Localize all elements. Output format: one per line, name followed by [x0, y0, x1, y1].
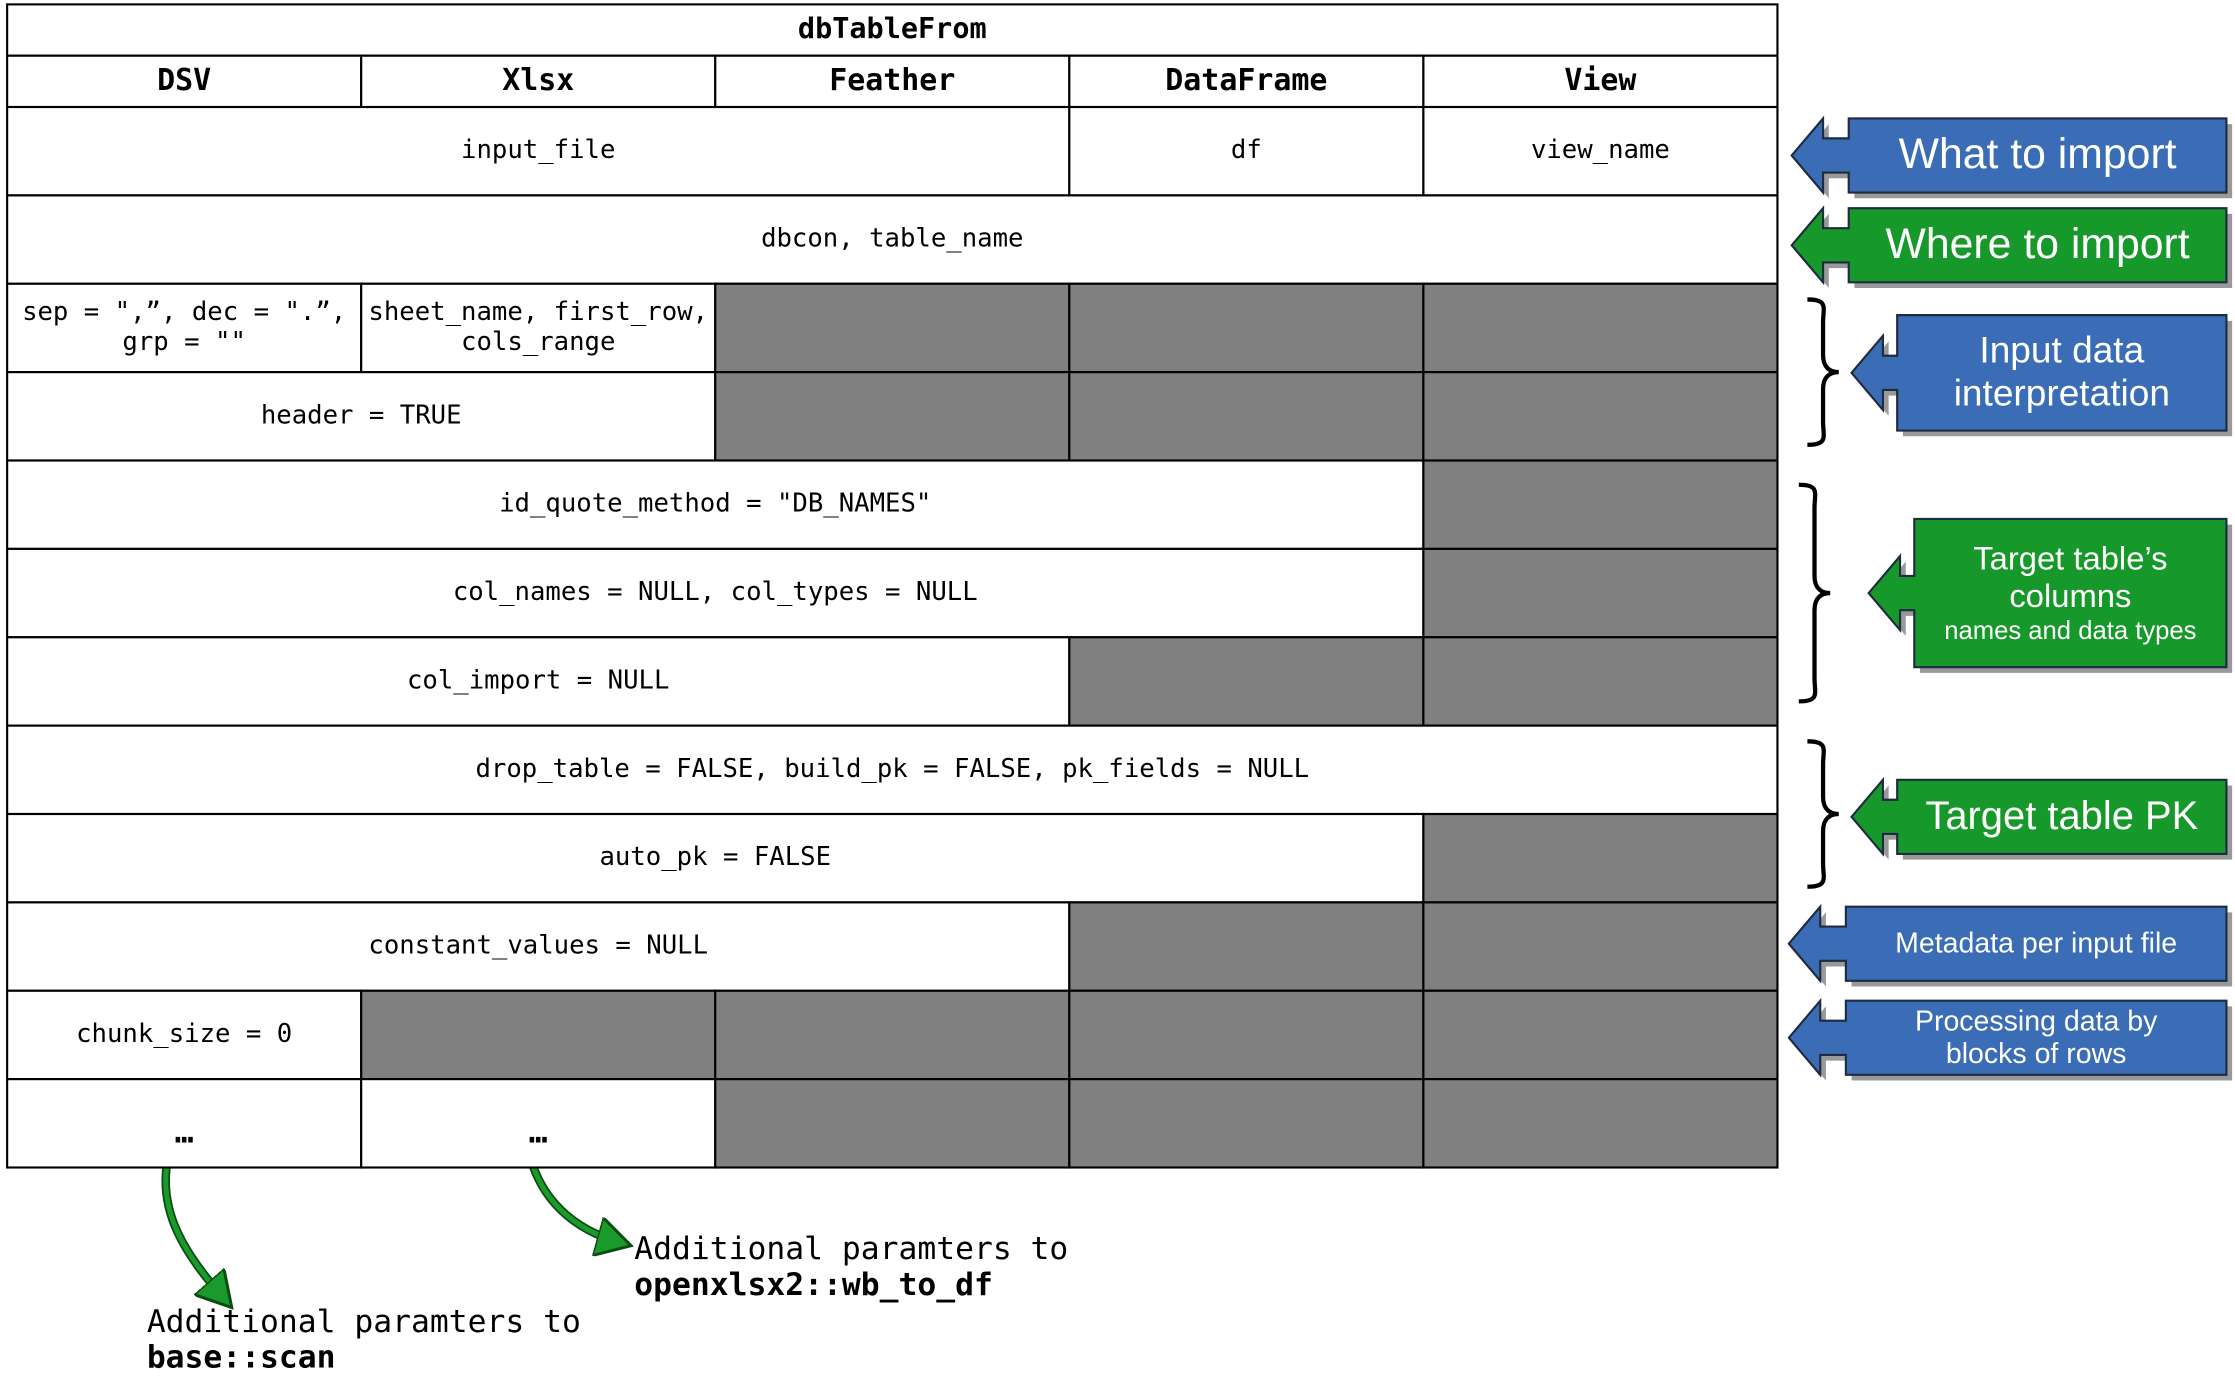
callout-label: Target table PK — [1925, 794, 2198, 838]
parameter-text: drop_table = FALSE, build_pk = FALSE, pk… — [475, 754, 1309, 784]
callout — [1790, 205, 2228, 286]
pointer-arrow — [527, 1156, 621, 1244]
parameter-text: id_quote_method = "DB_NAMES" — [499, 489, 931, 519]
unavailable-cell — [1068, 282, 1425, 374]
unavailable-cell — [1422, 371, 1779, 462]
callout-label: Target table’s — [1973, 540, 2167, 577]
callout — [1787, 903, 2228, 984]
column-header: DSV — [157, 63, 211, 98]
parameter-cell — [6, 194, 1779, 285]
parameter-text: sheet_name, first_row, — [368, 297, 708, 327]
unavailable-cell — [1422, 901, 1779, 992]
column-header: Xlsx — [502, 63, 574, 98]
parameter-text: … — [529, 1114, 548, 1150]
unavailable-cell — [1422, 547, 1779, 639]
callout-label: Where to import — [1886, 220, 2190, 268]
callout-label: Input data — [1979, 329, 2144, 371]
callout-label: columns — [2009, 577, 2131, 614]
parameter-text: sep = ",”, dec = ".”, — [22, 297, 346, 327]
unavailable-cell — [1422, 812, 1779, 904]
callout — [1787, 997, 2228, 1078]
parameter-cell — [6, 812, 1425, 904]
parameter-text: cols_range — [461, 327, 615, 357]
column-header: DataFrame — [1165, 63, 1327, 98]
brace — [1807, 739, 1839, 889]
unavailable-cell — [1422, 459, 1779, 550]
parameter-text: constant_values = NULL — [368, 931, 708, 961]
callout-label: blocks of rows — [1946, 1038, 2127, 1070]
unavailable-cell — [1068, 371, 1425, 462]
parameter-cell — [6, 371, 717, 462]
note-text: Additional paramters to — [147, 1304, 581, 1340]
parameter-cell — [1422, 105, 1779, 197]
unavailable-cell — [714, 371, 1071, 462]
parameter-cell — [6, 282, 363, 374]
note-text: Additional paramters to — [634, 1231, 1068, 1267]
parameter-cell — [360, 282, 717, 374]
header-cell — [1422, 54, 1779, 109]
brace — [1798, 482, 1831, 704]
parameter-text: dbcon, table_name — [761, 224, 1023, 254]
callout-label: names and data types — [1944, 617, 2196, 645]
unavailable-cell — [1422, 1078, 1779, 1169]
parameter-text: … — [175, 1114, 194, 1150]
unavailable-cell — [1068, 636, 1425, 727]
parameter-text: view_name — [1531, 135, 1670, 165]
callout-label: Processing data by — [1915, 1005, 2158, 1037]
unavailable-cell — [714, 989, 1071, 1081]
parameter-text: header = TRUE — [261, 400, 462, 430]
header-cell — [6, 54, 363, 109]
parameter-text: chunk_size = 0 — [76, 1019, 292, 1049]
parameter-text: auto_pk = FALSE — [599, 842, 831, 872]
unavailable-cell — [714, 1078, 1071, 1169]
unavailable-cell — [1068, 1078, 1425, 1169]
callout-label: What to import — [1899, 130, 2177, 178]
parameter-text: col_import = NULL — [407, 665, 669, 695]
callout — [1850, 776, 2228, 857]
parameter-text: grp = "" — [122, 327, 246, 357]
callout — [1867, 517, 2228, 669]
unavailable-cell — [1068, 989, 1425, 1081]
parameter-cell — [6, 901, 1071, 992]
brace — [1807, 297, 1839, 447]
parameter-text: df — [1231, 135, 1262, 165]
pointer-arrow — [163, 1157, 226, 1301]
column-header: View — [1564, 63, 1637, 98]
unavailable-cell — [1422, 636, 1779, 727]
pointer-arrow-shadow — [526, 1156, 623, 1248]
note-function: openxlsx2::wb_to_df — [634, 1267, 993, 1303]
table-title: dbTableFrom — [798, 12, 987, 45]
callout-label: Metadata per input file — [1895, 928, 2177, 960]
callout — [1790, 115, 2228, 196]
unavailable-cell — [1068, 901, 1425, 992]
parameter-text: input_file — [461, 135, 615, 165]
unavailable-cell — [360, 989, 717, 1081]
unavailable-cell — [714, 282, 1071, 374]
parameter-text: col_names = NULL, col_types = NULL — [453, 577, 978, 607]
parameter-cell — [6, 1078, 363, 1169]
parameter-cell — [6, 547, 1425, 639]
unavailable-cell — [1422, 989, 1779, 1081]
parameter-cell — [6, 459, 1425, 550]
callout-label: interpretation — [1954, 371, 2170, 413]
callout — [1850, 314, 2228, 432]
note-function: base::scan — [147, 1340, 336, 1376]
unavailable-cell — [1422, 282, 1779, 374]
column-header: Feather — [829, 63, 955, 98]
